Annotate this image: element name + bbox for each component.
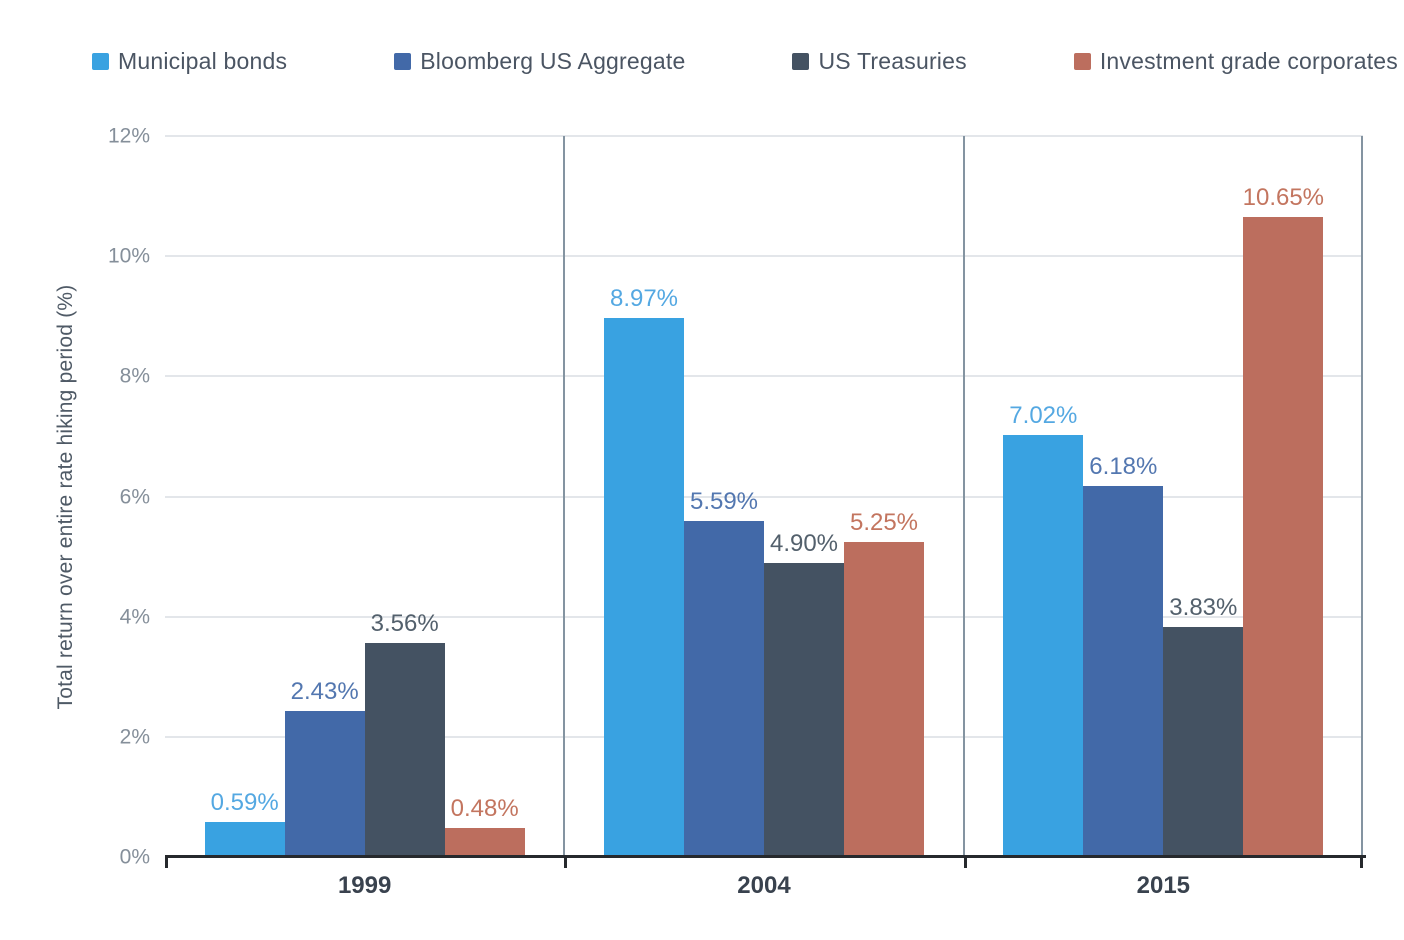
bar-value-label-1999-bloomberg-us-aggregate: 2.43% — [290, 677, 359, 705]
x-axis-tick — [963, 855, 967, 868]
bar-2004-investment-grade-corporates — [844, 541, 924, 857]
bar-value-label-2015-municipal-bonds: 7.02% — [1009, 402, 1078, 430]
legend-label: Investment grade corporates — [1099, 47, 1398, 74]
category-separator — [563, 136, 566, 857]
plot-right-border — [1361, 136, 1363, 857]
y-tick-label: 0% — [119, 845, 150, 869]
gridline-12pct — [165, 135, 1363, 137]
bar-2004-municipal-bonds — [604, 318, 684, 857]
bar-1999-municipal-bonds — [204, 821, 285, 857]
bar-1999-bloomberg-us-aggregate — [284, 710, 365, 857]
legend-label: Bloomberg US Aggregate — [420, 47, 686, 74]
legend-item-us-treasuries: US Treasuries — [792, 47, 967, 74]
bar-value-label-1999-municipal-bonds: 0.59% — [210, 788, 279, 816]
bar-value-label-1999-investment-grade-corporates: 0.48% — [450, 795, 519, 823]
bar-value-label-2004-bloomberg-us-aggregate: 5.59% — [689, 488, 759, 516]
x-axis-line — [165, 855, 1366, 858]
legend-item-bloomberg-us-aggregate: Bloomberg US Aggregate — [394, 47, 686, 74]
bar-value-label-2015-investment-grade-corporates: 10.65% — [1242, 184, 1325, 212]
x-category-label-2015: 2015 — [1136, 872, 1191, 899]
legend-swatch-icon — [1073, 52, 1091, 70]
legend-swatch-icon — [92, 52, 109, 70]
legend-swatch-icon — [792, 52, 810, 70]
legend-label: US Treasuries — [818, 47, 967, 74]
bar-1999-investment-grade-corporates — [444, 828, 525, 857]
x-category-label-1999: 1999 — [337, 872, 392, 899]
x-axis-tick — [564, 855, 568, 868]
legend-swatch-icon — [394, 52, 412, 70]
bar-value-label-2015-bloomberg-us-aggregate: 6.18% — [1089, 452, 1158, 480]
y-tick-label: 10% — [107, 244, 150, 268]
bar-value-label-2004-us-treasuries: 4.90% — [769, 529, 839, 557]
x-category-label-2004: 2004 — [737, 872, 791, 899]
chart-legend: Municipal bonds Bloomberg US Aggregate US … — [92, 44, 1398, 78]
y-tick-label: 2% — [119, 725, 150, 749]
x-axis-tick — [1360, 855, 1363, 868]
gridline-8pct — [165, 375, 1363, 378]
category-separator — [962, 136, 965, 857]
y-tick-label: 4% — [119, 605, 150, 629]
bar-2015-municipal-bonds — [1003, 435, 1084, 857]
y-tick-label: 6% — [119, 485, 150, 508]
gridline-6pct — [165, 495, 1363, 498]
legend-label: Municipal bonds — [118, 47, 288, 74]
bar-value-label-2004-investment-grade-corporates: 5.25% — [849, 508, 919, 536]
gridline-10pct — [165, 255, 1363, 258]
bar-2015-bloomberg-us-aggregate — [1083, 485, 1164, 857]
y-tick-label: 8% — [119, 364, 150, 388]
legend-item-investment-grade-corporates: Investment grade corporates — [1073, 47, 1398, 74]
bar-2004-bloomberg-us-aggregate — [684, 521, 764, 857]
bar-2015-investment-grade-corporates — [1243, 217, 1324, 857]
bar-value-label-1999-us-treasuries: 3.56% — [370, 610, 439, 638]
x-axis-tick — [165, 855, 168, 868]
bar-1999-us-treasuries — [364, 643, 445, 857]
y-tick-label: 12% — [107, 124, 150, 148]
bar-2004-us-treasuries — [764, 562, 844, 857]
legend-item-municipal-bonds: Municipal bonds — [92, 47, 288, 74]
bar-2015-us-treasuries — [1163, 626, 1244, 857]
bar-value-label-2004-municipal-bonds: 8.97% — [609, 285, 679, 313]
bar-value-label-2015-us-treasuries: 3.83% — [1169, 593, 1238, 621]
plot-area: 0.59% 2.43% 3.56% 0.48% 8.97% 5.59% 4.90% 5.25%… — [165, 135, 1363, 857]
